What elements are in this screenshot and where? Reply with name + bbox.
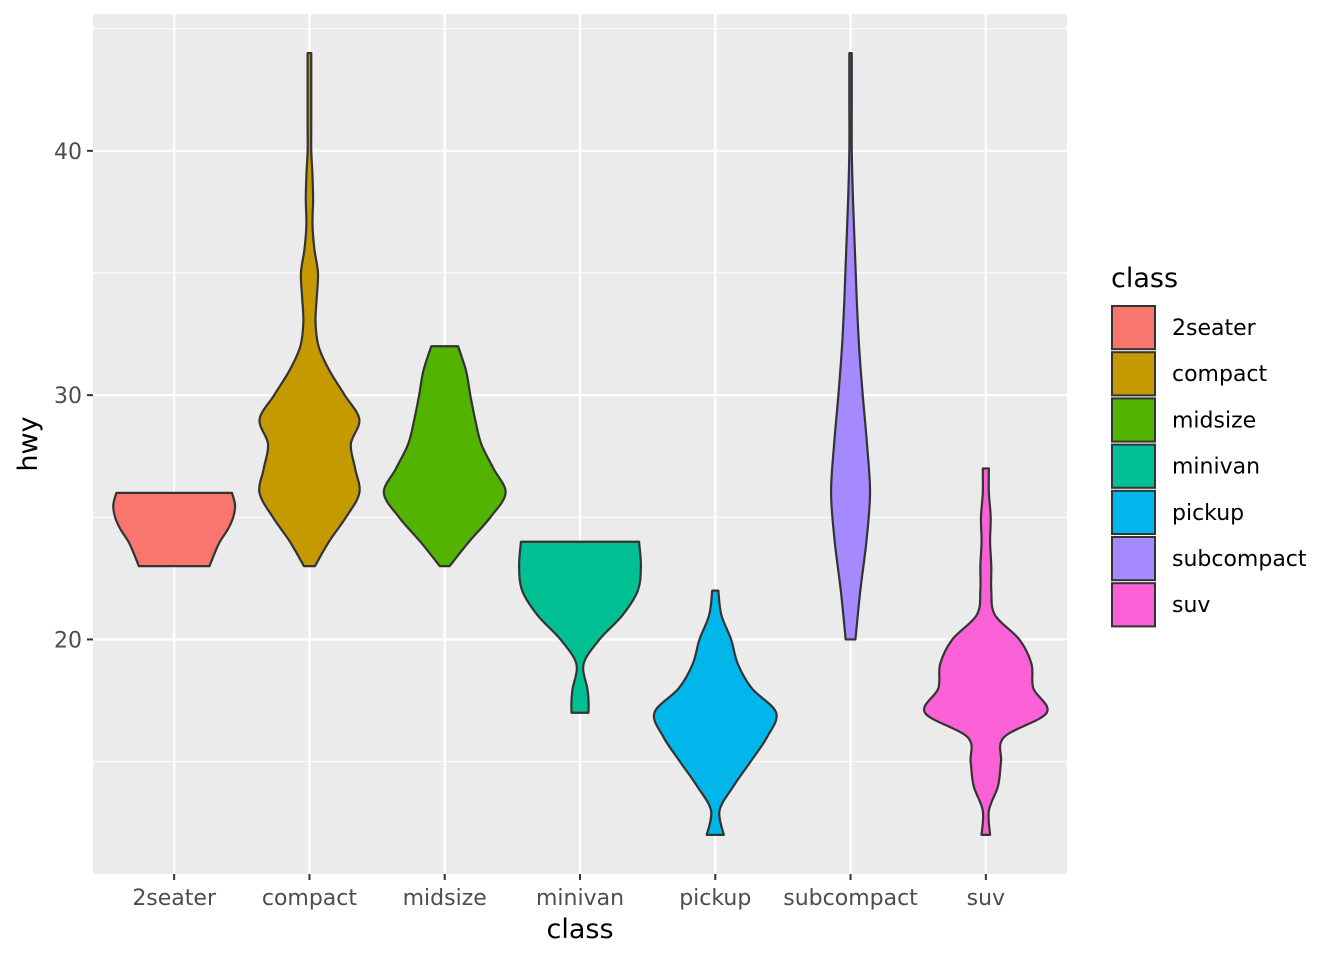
y-axis-title: hwy — [13, 416, 44, 471]
legend-title: class — [1111, 263, 1178, 294]
legend-key-suv — [1111, 582, 1156, 628]
legend-key-pickup — [1111, 489, 1156, 535]
x-axis: 2seater compact midsize minivan pickup subcom… — [132, 874, 1005, 911]
legend-key-2seater — [1111, 305, 1156, 351]
violins — [112, 51, 1049, 837]
y-tick-label: 30 — [54, 384, 82, 409]
x-tick-label: subcompact — [783, 886, 918, 911]
x-tick-label: pickup — [679, 886, 751, 911]
y-tick-label: 20 — [54, 628, 82, 653]
violin-2seater — [112, 491, 237, 568]
x-tick-label: minivan — [536, 886, 624, 911]
legend-label-minivan: minivan — [1172, 455, 1260, 480]
violin-minivan — [518, 540, 642, 714]
x-tick-label: suv — [967, 886, 1005, 911]
x-axis-title: class — [546, 914, 613, 945]
legend-items: 2seater compact midsize minivan pickup subcom… — [1111, 305, 1307, 628]
y-axis: 20 30 40 — [54, 140, 93, 653]
y-tick-label: 40 — [54, 140, 82, 165]
x-tick-label: midsize — [403, 886, 487, 911]
violin-subcompact — [829, 51, 872, 641]
legend: class 2seater compact midsize minivan pickup… — [1111, 263, 1307, 628]
legend-label-midsize: midsize — [1172, 408, 1256, 433]
violin-midsize — [382, 345, 507, 568]
legend-label-subcompact: subcompact — [1172, 547, 1307, 572]
legend-key-minivan — [1111, 443, 1156, 489]
violin-pickup — [652, 589, 778, 837]
x-tick-label: compact — [262, 886, 358, 911]
legend-key-midsize — [1111, 397, 1156, 443]
violin-suv — [922, 467, 1049, 837]
legend-label-2seater: 2seater — [1172, 316, 1257, 341]
legend-label-pickup: pickup — [1172, 501, 1244, 526]
legend-key-subcompact — [1111, 536, 1156, 582]
legend-label-suv: suv — [1172, 593, 1210, 618]
x-tick-label: 2seater — [132, 886, 217, 911]
legend-key-compact — [1111, 351, 1156, 397]
violin-compact — [258, 51, 361, 568]
legend-label-compact: compact — [1172, 362, 1268, 387]
